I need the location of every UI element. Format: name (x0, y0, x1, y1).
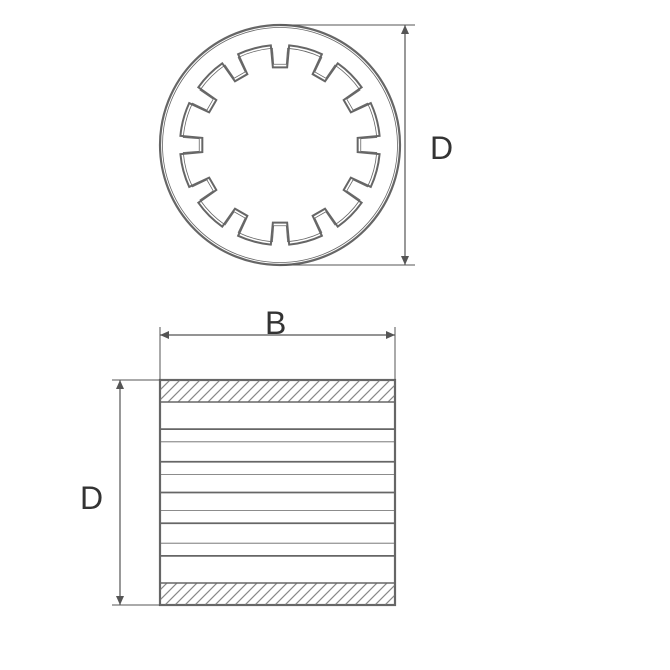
label-B: B (265, 305, 286, 342)
label-D-bottom: D (80, 480, 103, 517)
drawing-canvas (0, 0, 670, 670)
label-D-top: D (430, 130, 453, 167)
engineering-diagram: D B D (0, 0, 670, 670)
